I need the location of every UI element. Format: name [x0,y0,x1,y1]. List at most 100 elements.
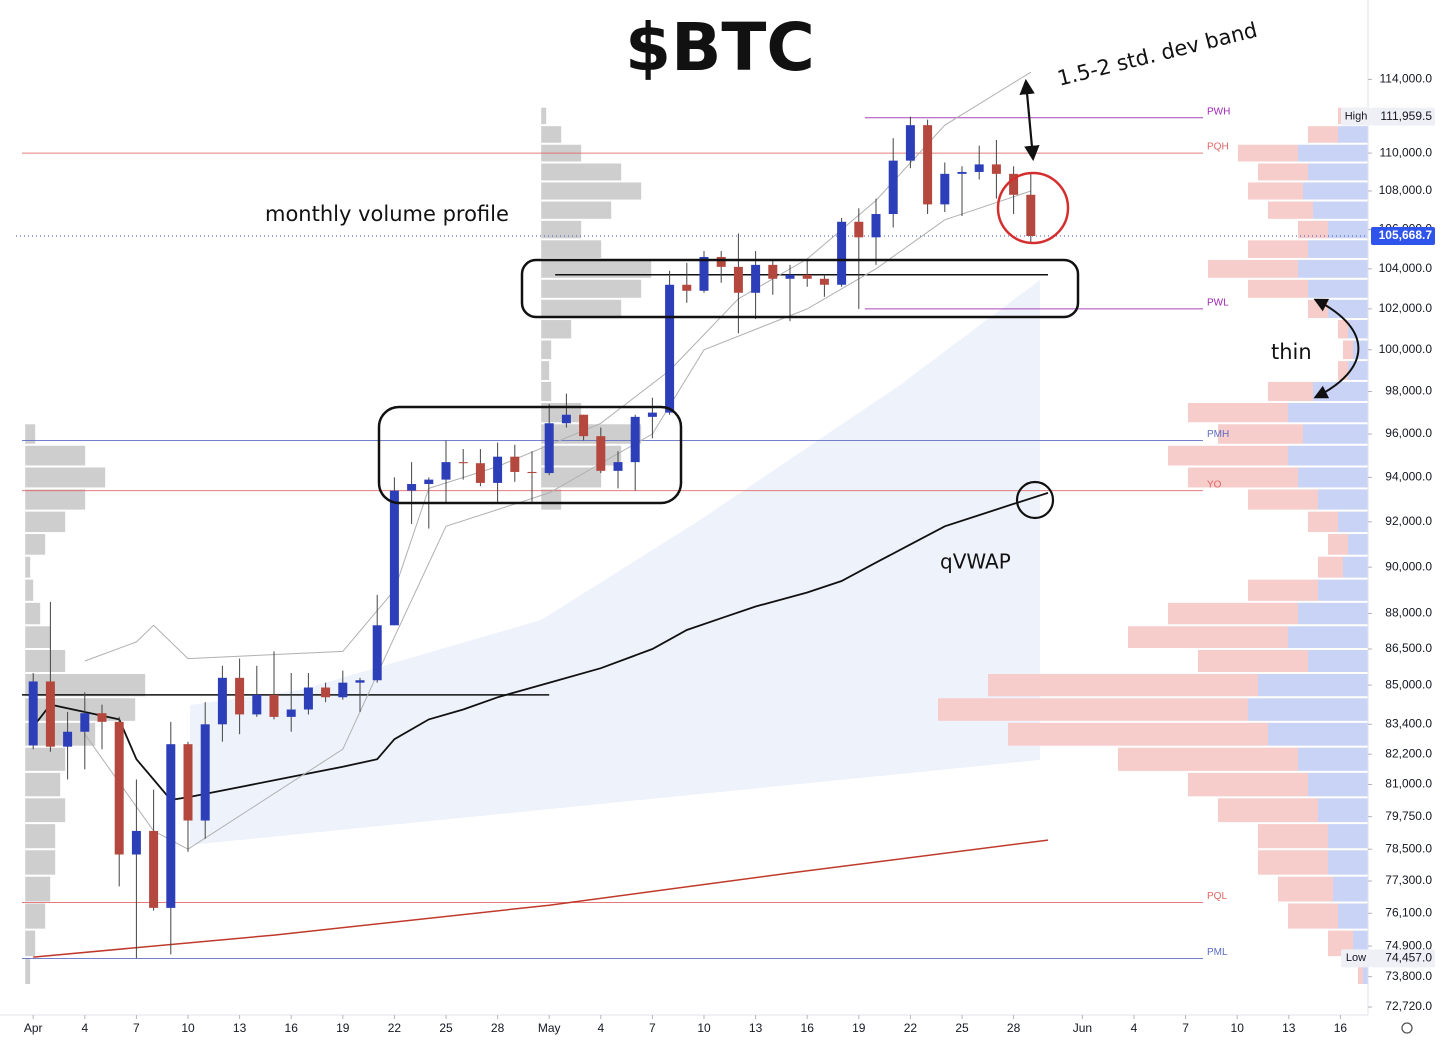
profile-buy [1308,649,1368,672]
profile-buy [1328,824,1368,849]
y-tick-label: 90,000.0 [1385,559,1432,573]
profile-buy [1338,903,1368,929]
profile-sell [1128,626,1288,648]
profile-buy [1268,722,1368,746]
candle-body [372,625,382,681]
volume-profile-bar [541,299,622,319]
y-tick-label: 72,720.0 [1385,999,1432,1013]
price-label-box [1371,949,1435,968]
candle-body [475,463,485,483]
x-tick-label: 16 [801,1021,815,1035]
candle-body [441,462,451,480]
profile-buy [1298,467,1368,488]
volume-profile-bar [541,361,550,380]
profile-buy [1303,424,1368,444]
x-tick-label: 13 [233,1021,247,1035]
profile-buy [1298,747,1368,771]
price-label: 105,668.7 [1379,228,1433,242]
profile-buy [1313,381,1368,401]
profile-buy [1318,579,1368,601]
volume-profile-bar [25,445,86,466]
volume-profile-bar [25,649,66,672]
profile-buy [1298,144,1368,162]
candle-body [647,412,657,417]
candle-body [252,694,262,715]
y-tick-label: 92,000.0 [1385,514,1432,528]
volume-profile-bar [25,958,31,985]
profile-sell [1268,201,1313,219]
y-tick-label: 73,800.0 [1385,969,1432,983]
y-tick-label: 81,000.0 [1385,777,1432,791]
volume-profile-bar [25,602,41,625]
profile-sell [1268,381,1313,401]
profile-sell [1248,240,1308,258]
level-label: PMH [1207,429,1229,440]
profile-buy [1338,126,1368,143]
level-label: PWL [1207,298,1229,309]
volume-profile-bar [541,259,652,278]
volume-profile-bar [25,626,51,648]
y-tick-label: 94,000.0 [1385,470,1432,484]
volume-profile-bar [541,320,572,339]
candle-body [630,416,640,463]
price-label: 74,457.0 [1385,951,1432,965]
candle-body [682,284,692,291]
highlight-circle [996,171,1070,245]
price-label-box [1371,226,1435,245]
profile-sell [1188,772,1308,797]
settings-icon[interactable] [1401,1022,1413,1034]
profile-buy [1318,798,1368,823]
x-tick-label: May [538,1021,561,1035]
y-tick-label: 86,500.0 [1385,641,1432,655]
volume-profile-bar [25,772,61,797]
profile-sell [1358,958,1363,985]
x-tick-label: 19 [852,1021,866,1035]
candle-body [200,724,210,821]
volume-profile-bar [25,673,146,697]
price-label: 111,959.5 [1380,109,1432,123]
x-tick-label: Jun [1073,1021,1092,1035]
profile-buy [1298,602,1368,625]
candle-body [819,278,829,285]
price-label-name: Low [1346,952,1366,964]
profile-sell [1338,320,1348,339]
volume-profile-bar [541,340,552,360]
x-tick-label: 13 [749,1021,763,1035]
profile-sell [1168,445,1288,466]
profile-buy [1328,850,1368,875]
indicator-line [32,492,1049,801]
profile-sell [1308,511,1338,533]
arrow [1019,78,1040,162]
volume-profile-bar [25,903,46,929]
profile-buy [1363,958,1368,985]
profile-sell [1168,602,1298,625]
volume-profile-bar [25,747,66,771]
y-tick-label: 74,900.0 [1385,938,1432,952]
volume-profile-bar [541,182,642,200]
candle-body [166,744,176,908]
candle-body [1026,194,1036,236]
candle-body [355,680,365,683]
profile-sell [1248,279,1308,298]
candle-body [338,682,348,698]
y-tick-label: 83,400.0 [1385,716,1432,730]
x-tick-label: 4 [81,1021,88,1035]
profile-sell [1188,402,1288,423]
y-tick-label: 76,100.0 [1385,905,1432,919]
profile-sell [1258,824,1328,849]
profile-buy [1348,534,1368,555]
y-tick-label: 110,000.0 [1380,145,1433,159]
candle-body [802,274,812,279]
chart-title: $BTC [625,9,815,86]
profile-sell [1288,903,1338,929]
candle-body [699,256,709,291]
candle-body [768,264,778,279]
volume-profile-bar [541,201,612,219]
volume-profile-bar [25,930,36,957]
volume-profile-bar [25,850,56,875]
candle-body [854,221,864,238]
profile-buy [1333,876,1368,902]
volume-profile-bar [25,467,106,488]
x-tick-label: 22 [904,1021,918,1035]
profile-sell [1238,144,1298,162]
